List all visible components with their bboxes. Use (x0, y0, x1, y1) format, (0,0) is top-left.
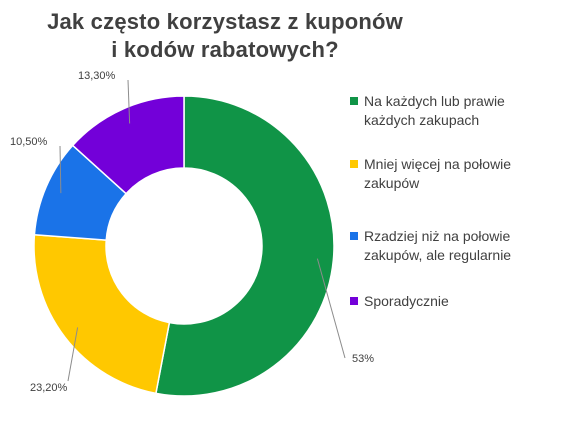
legend-swatch (350, 232, 358, 240)
legend-label: Mniej więcej na połowie zakupów (364, 156, 512, 191)
leader-line-1 (316, 258, 346, 359)
leader-line-4 (127, 79, 131, 124)
data-label-2: 23,20% (30, 382, 68, 394)
legend-swatch (350, 97, 358, 105)
legend-label: Sporadycznie (364, 293, 449, 309)
legend-swatch (350, 160, 358, 168)
donut-slice-4 (71, 95, 185, 195)
data-label-3: 10,50% (10, 136, 48, 148)
leader-line-2 (67, 327, 79, 382)
legend-label: Rzadziej niż na połowie zakupów, ale reg… (364, 228, 512, 263)
donut-slice-1 (155, 95, 335, 397)
legend-label: Na każdych lub prawie każdych zakupach (364, 93, 505, 128)
leader-line-3 (59, 145, 62, 194)
legend-swatch (350, 297, 358, 305)
data-label-4: 13,30% (78, 70, 116, 82)
data-label-1: 53% (352, 353, 374, 365)
chart-title-line-2: i kodów rabatowych? (111, 37, 339, 62)
donut-slice-2 (33, 233, 171, 395)
chart-title-line-1: Jak często korzystasz z kuponów (47, 9, 403, 34)
